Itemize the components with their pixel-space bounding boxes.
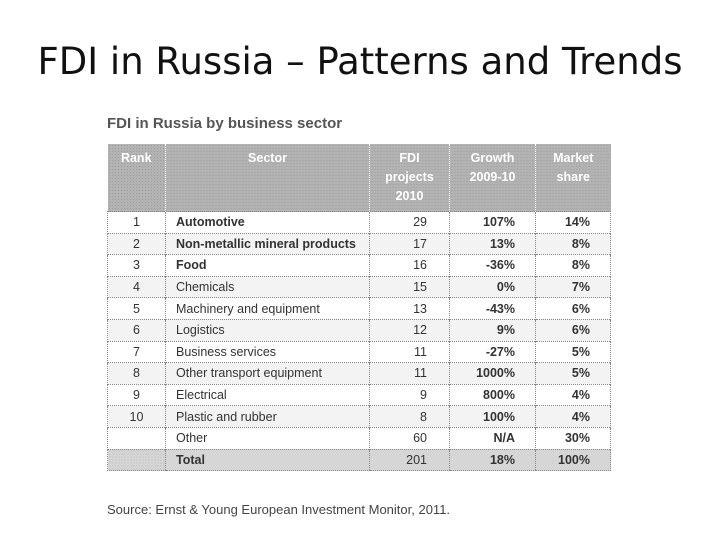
figure-title: FDI in Russia by business sector — [107, 115, 343, 132]
market-share-cell: 100% — [535, 448, 611, 472]
fdi-projects-cell: 15 — [369, 275, 450, 298]
header-rank: Rank — [107, 144, 166, 212]
figure: FDI in Russia by business sector Rank Se… — [107, 115, 612, 472]
rank-cell: 2 — [107, 232, 166, 255]
market-share-cell: 30% — [535, 426, 611, 450]
table-row: 5 Machinery and equipment 13 -43% 6% — [107, 297, 611, 320]
fdi-projects-cell: 13 — [369, 297, 450, 320]
fdi-projects-cell: 201 — [369, 448, 450, 472]
sector-cell: Other transport equipment — [165, 362, 370, 385]
rank-cell: 4 — [107, 275, 166, 298]
sector-cell: Non-metallic mineral products — [165, 232, 370, 255]
table-row: 3 Food 16 -36% 8% — [107, 254, 611, 277]
growth-cell: 107% — [449, 211, 536, 234]
table-row: 2 Non-metallic mineral products 17 13% 8… — [107, 232, 611, 255]
table-row: 9 Electrical 9 800% 4% — [107, 383, 611, 406]
sector-cell: Logistics — [165, 318, 370, 342]
sector-cell: Other — [165, 426, 370, 450]
market-share-cell: 8% — [535, 232, 611, 255]
header-sector: Sector — [165, 144, 370, 212]
table-total-row: Total 201 18% 100% — [107, 448, 611, 472]
table-row: Other 60 N/A 30% — [107, 426, 611, 450]
growth-cell: 9% — [449, 318, 536, 342]
market-share-cell: 5% — [535, 362, 611, 385]
sector-cell: Business services — [165, 340, 370, 363]
fdi-sector-table: Rank Sector FDI projects 2010 Growth 2009-1… — [107, 144, 611, 472]
market-share-cell: 4% — [535, 405, 611, 428]
growth-cell: 13% — [449, 232, 536, 255]
rank-cell: 9 — [107, 383, 166, 406]
fdi-projects-cell: 60 — [369, 426, 450, 450]
fdi-projects-cell: 11 — [369, 340, 450, 363]
growth-cell: 800% — [449, 383, 536, 406]
slide-title: FDI in Russia – Patterns and Trends — [37, 40, 683, 83]
fdi-projects-cell: 9 — [369, 383, 450, 406]
rank-cell — [107, 448, 166, 472]
growth-cell: 18% — [449, 448, 536, 472]
market-share-cell: 7% — [535, 275, 611, 298]
sector-cell: Total — [165, 448, 370, 472]
source-note: Source: Ernst & Young European Investmen… — [107, 502, 451, 517]
growth-cell: -43% — [449, 297, 536, 320]
market-share-cell: 14% — [535, 211, 611, 234]
sector-cell: Machinery and equipment — [165, 297, 370, 320]
growth-cell: -36% — [449, 254, 536, 277]
fdi-projects-cell: 12 — [369, 318, 450, 342]
rank-cell: 8 — [107, 362, 166, 385]
growth-cell: 0% — [449, 275, 536, 298]
rank-cell: 10 — [107, 405, 166, 428]
sector-cell: Automotive — [165, 211, 370, 234]
fdi-projects-cell: 29 — [369, 211, 450, 234]
table-row: 10 Plastic and rubber 8 100% 4% — [107, 405, 611, 428]
sector-cell: Plastic and rubber — [165, 405, 370, 428]
header-fdi-projects: FDI projects 2010 — [369, 144, 450, 212]
table-row: 4 Chemicals 15 0% 7% — [107, 275, 611, 298]
fdi-projects-cell: 17 — [369, 232, 450, 255]
market-share-cell: 8% — [535, 254, 611, 277]
header-market-share: Market share — [535, 144, 611, 212]
fdi-projects-cell: 16 — [369, 254, 450, 277]
market-share-cell: 4% — [535, 383, 611, 406]
rank-cell: 3 — [107, 254, 166, 277]
table-row: 6 Logistics 12 9% 6% — [107, 318, 611, 342]
rank-cell: 7 — [107, 340, 166, 363]
table-row: 7 Business services 11 -27% 5% — [107, 340, 611, 363]
fdi-projects-cell: 11 — [369, 362, 450, 385]
rank-cell: 5 — [107, 297, 166, 320]
fdi-projects-cell: 8 — [369, 405, 450, 428]
growth-cell: N/A — [449, 426, 536, 450]
rank-cell: 1 — [107, 211, 166, 234]
rank-cell: 6 — [107, 318, 166, 342]
growth-cell: 1000% — [449, 362, 536, 385]
sector-cell: Chemicals — [165, 275, 370, 298]
rank-cell — [107, 426, 166, 450]
table-row: 8 Other transport equipment 11 1000% 5% — [107, 362, 611, 385]
table-row: 1 Automotive 29 107% 14% — [107, 211, 611, 234]
sector-cell: Electrical — [165, 383, 370, 406]
growth-cell: -27% — [449, 340, 536, 363]
header-growth: Growth 2009-10 — [449, 144, 536, 212]
table-header-row: Rank Sector FDI projects 2010 Growth 2009-1… — [107, 144, 611, 212]
sector-cell: Food — [165, 254, 370, 277]
market-share-cell: 5% — [535, 340, 611, 363]
market-share-cell: 6% — [535, 318, 611, 342]
market-share-cell: 6% — [535, 297, 611, 320]
growth-cell: 100% — [449, 405, 536, 428]
